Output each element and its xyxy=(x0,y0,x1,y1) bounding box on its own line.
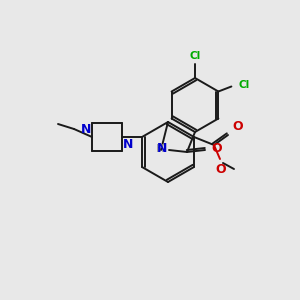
Text: O: O xyxy=(232,120,243,133)
Text: N: N xyxy=(81,123,91,136)
Text: O: O xyxy=(216,163,226,176)
Text: N: N xyxy=(123,138,134,151)
Text: Cl: Cl xyxy=(238,80,250,91)
Text: N: N xyxy=(157,142,167,155)
Text: H: H xyxy=(156,144,164,154)
Text: O: O xyxy=(211,142,222,155)
Text: Cl: Cl xyxy=(189,51,201,61)
